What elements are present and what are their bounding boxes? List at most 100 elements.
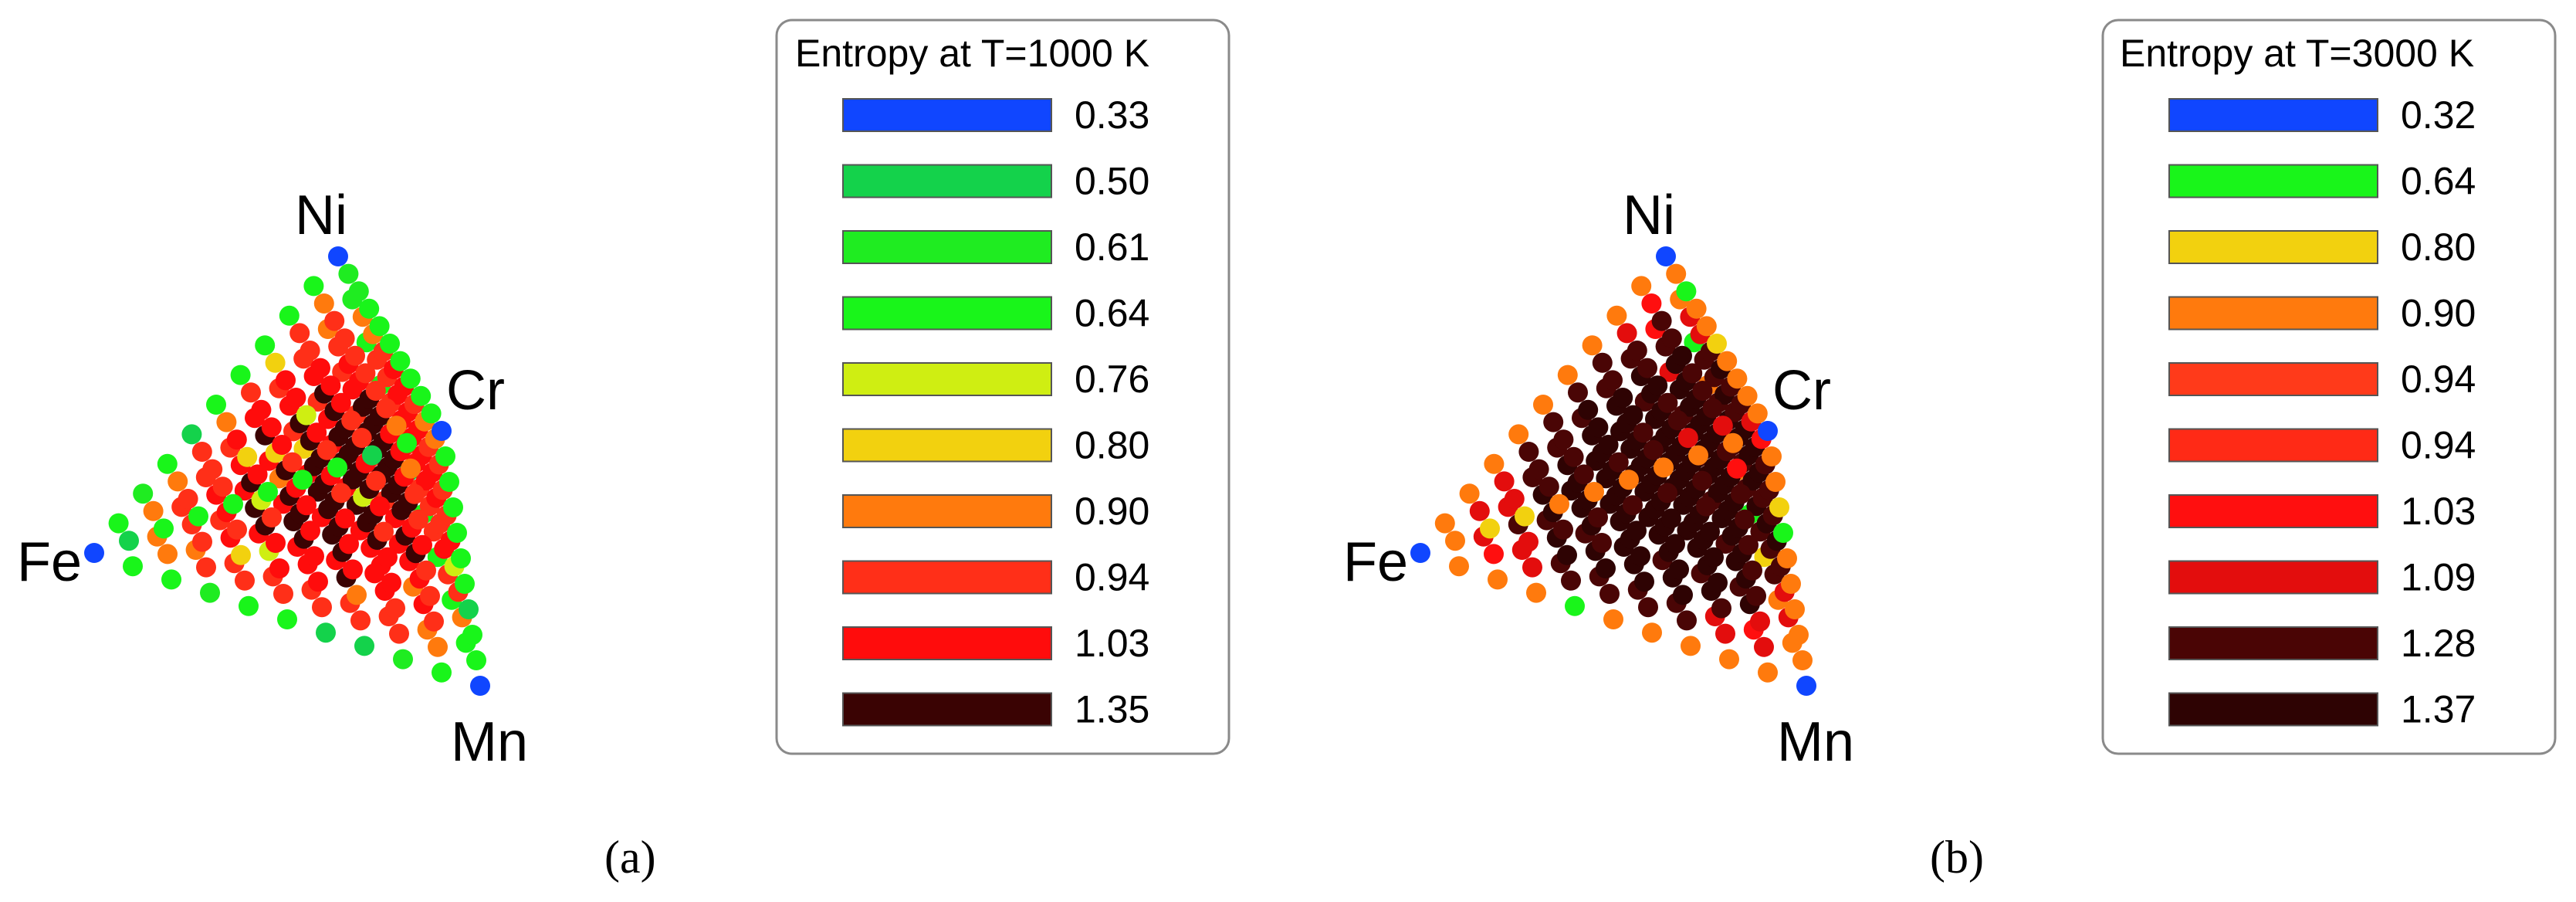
composition-dot xyxy=(1747,403,1768,424)
composition-dot xyxy=(447,523,467,543)
composition-dot xyxy=(1543,412,1564,432)
composition-dot xyxy=(241,382,261,403)
composition-dot xyxy=(455,574,475,594)
legend-swatch xyxy=(2168,494,2378,528)
composition-dot xyxy=(376,398,397,419)
composition-dot xyxy=(1588,507,1608,527)
composition-dot xyxy=(1750,611,1770,632)
composition-dot xyxy=(365,381,386,401)
composition-dot xyxy=(362,445,382,466)
composition-dot xyxy=(1785,599,1805,619)
composition-dot xyxy=(1696,496,1716,517)
composition-dot xyxy=(400,368,421,389)
composition-dot xyxy=(296,405,316,426)
composition-dot xyxy=(1568,382,1588,403)
composition-dot xyxy=(1696,316,1717,337)
composition-dot xyxy=(466,650,486,670)
composition-dot xyxy=(1561,570,1581,591)
composition-dot xyxy=(366,470,386,491)
composition-dot xyxy=(226,429,247,450)
composition-dot xyxy=(320,375,341,396)
composition-dot xyxy=(1796,676,1816,696)
composition-dot xyxy=(1704,547,1724,568)
composition-dot xyxy=(1637,358,1657,378)
composition-dot xyxy=(1578,399,1599,420)
legend-value: 0.94 xyxy=(2401,358,2476,401)
composition-dot xyxy=(1673,585,1693,605)
composition-dot xyxy=(216,412,237,432)
composition-dot xyxy=(1588,417,1609,438)
composition-dot xyxy=(386,415,407,436)
composition-dot xyxy=(1643,439,1664,460)
composition-dot xyxy=(202,459,223,480)
composition-dot xyxy=(133,483,154,504)
composition-dot xyxy=(181,424,202,445)
composition-dot xyxy=(1565,595,1585,616)
composition-dots-b xyxy=(1410,246,1816,696)
composition-dot xyxy=(1667,410,1688,431)
composition-dot xyxy=(1518,531,1538,552)
composition-dot xyxy=(334,328,355,349)
legend-value: 0.94 xyxy=(1075,556,1149,599)
composition-dot xyxy=(212,476,233,497)
composition-dot xyxy=(1727,368,1748,389)
composition-dot xyxy=(1677,610,1697,631)
composition-dot xyxy=(1434,513,1455,534)
legend-value: 1.28 xyxy=(2401,622,2476,665)
composition-dot xyxy=(1522,557,1542,578)
composition-dot xyxy=(459,599,479,619)
composition-dot xyxy=(1792,650,1813,670)
panel-a: Ni Cr Fe Mn Entropy at T=1000 K 0.33 0.50… xyxy=(17,19,1230,883)
composition-dot xyxy=(405,483,425,504)
legend-swatch xyxy=(842,164,1052,198)
composition-dot xyxy=(1480,518,1500,539)
composition-dot xyxy=(300,521,320,541)
legend-swatch xyxy=(842,428,1052,463)
composition-dot xyxy=(200,582,220,603)
composition-dot xyxy=(370,496,390,517)
composition-dot xyxy=(1518,442,1539,462)
composition-dot xyxy=(381,572,401,593)
legend-swatch xyxy=(2168,230,2378,264)
composition-dot xyxy=(206,395,226,415)
composition-dot xyxy=(1557,365,1578,385)
element-label-mn: Mn xyxy=(451,711,528,773)
composition-dot xyxy=(1613,388,1633,408)
composition-dot xyxy=(1515,506,1535,527)
composition-dot xyxy=(1538,476,1559,497)
legend-swatch xyxy=(842,560,1052,595)
composition-dot xyxy=(188,506,208,527)
composition-dot xyxy=(273,584,293,604)
composition-dot xyxy=(1707,334,1727,354)
legend-swatch xyxy=(842,692,1052,727)
composition-dot xyxy=(1712,415,1733,436)
composition-dot xyxy=(1672,345,1692,366)
composition-dot xyxy=(279,305,300,326)
composition-dot xyxy=(1765,472,1786,492)
legend-a: Entropy at T=1000 K 0.33 0.50 0.61 0.64 0.76… xyxy=(775,19,1230,755)
composition-dot xyxy=(1711,598,1731,619)
element-label-fe: Fe xyxy=(17,531,82,593)
composition-dot xyxy=(231,544,251,565)
legend-value: 1.03 xyxy=(2401,490,2476,533)
composition-dot xyxy=(1596,558,1616,578)
composition-dot xyxy=(1665,534,1685,554)
composition-dot xyxy=(296,495,316,516)
composition-dot xyxy=(1651,310,1672,331)
composition-dot xyxy=(1494,471,1515,492)
composition-dot xyxy=(348,281,369,302)
composition-dot xyxy=(1627,521,1647,541)
composition-dot xyxy=(286,388,306,408)
legend-value: 0.32 xyxy=(2401,93,2476,137)
composition-dot xyxy=(1661,328,1682,349)
composition-dot xyxy=(351,428,372,448)
composition-dot xyxy=(161,569,181,590)
composition-dot xyxy=(282,452,303,473)
composition-dot xyxy=(1742,560,1762,581)
composition-dot xyxy=(119,531,139,551)
composition-dot xyxy=(435,446,455,466)
composition-dot xyxy=(123,556,143,577)
composition-dot xyxy=(443,497,463,517)
composition-dot xyxy=(408,509,428,530)
composition-dot xyxy=(1708,572,1728,593)
